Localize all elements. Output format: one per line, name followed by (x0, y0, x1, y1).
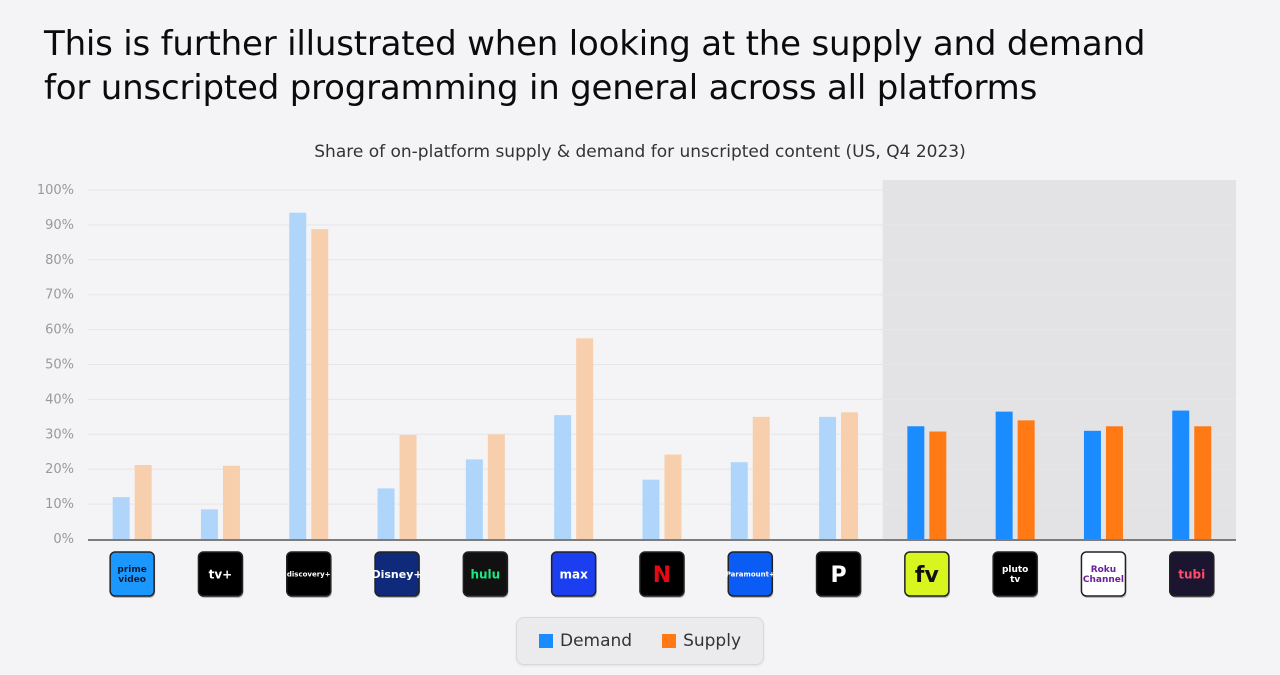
bar-supply (1194, 426, 1212, 539)
page-headline: This is further illustrated when looking… (44, 22, 1244, 110)
logo-text: prime (117, 565, 146, 575)
y-tick-label: 20% (45, 462, 74, 477)
legend-item-demand: Demand (538, 631, 633, 651)
y-tick-label: 10% (45, 497, 74, 512)
gridlines (88, 189, 1236, 505)
logo-text: Channel (1083, 575, 1124, 585)
y-tick-label: 100% (37, 183, 74, 198)
y-tick-label: 50% (45, 358, 74, 373)
logo-tile (197, 551, 244, 597)
logo-text: discovery+ (287, 571, 331, 579)
bar-supply (752, 416, 770, 539)
legend-label-demand: Demand (559, 631, 633, 651)
logo-tile (550, 551, 597, 597)
bar-demand (377, 488, 395, 539)
bar-demand (465, 459, 483, 539)
logo-text: Disney+ (371, 568, 422, 581)
bar-demand (200, 509, 218, 539)
legend-item-supply: Supply (662, 631, 741, 651)
logo-text: tubi (1178, 567, 1205, 581)
y-tick-label: 90% (45, 218, 74, 233)
bar-demand (819, 416, 837, 539)
bar-demand (642, 479, 660, 539)
bar-demand (289, 212, 307, 539)
bar-demand (554, 415, 572, 539)
legend-swatch-supply (662, 634, 677, 648)
logo-text: tv (1010, 575, 1020, 585)
logo-text: hulu (470, 567, 500, 581)
y-tick-label: 60% (45, 323, 74, 338)
headline-line-1: This is further illustrated when looking… (44, 24, 1146, 64)
y-tick-label: 70% (45, 288, 74, 303)
logo-text: pluto (1002, 565, 1028, 575)
max-icon: max (550, 551, 597, 598)
logo-tile (374, 551, 420, 597)
bar-demand (1083, 430, 1101, 539)
logo-text: Paramount+ (726, 571, 775, 579)
legend-label-supply: Supply (683, 631, 742, 651)
hulu-icon: hulu (462, 551, 509, 598)
bar-supply (311, 229, 329, 539)
logo-text: fv (915, 563, 940, 588)
bar-supply (134, 465, 152, 539)
paramount-plus-icon: Paramount+ (726, 551, 775, 598)
bar-supply (222, 465, 240, 539)
y-tick-label: 30% (45, 427, 74, 442)
logo-text: max (559, 567, 588, 581)
logo-tile (109, 551, 155, 597)
logo-tile (992, 551, 1038, 597)
logo-text: Roku (1091, 565, 1117, 575)
y-tick-label: 80% (45, 253, 74, 268)
freevee-icon: fv (904, 551, 950, 598)
logo-tile (904, 551, 950, 597)
bar-demand (907, 426, 925, 539)
chart-title: Share of on-platform supply & demand for… (314, 142, 966, 162)
logo-tile (286, 551, 332, 597)
chart-legend: Demand Supply (516, 617, 764, 665)
logo-text: tv+ (209, 567, 233, 581)
bar-demand (995, 411, 1013, 539)
logo-tile (1169, 551, 1215, 597)
netflix-icon: N (639, 551, 685, 598)
bar-demand (730, 462, 748, 539)
logo-text: P (830, 563, 846, 588)
tubi-icon: tubi (1169, 551, 1215, 598)
logo-tile (639, 551, 685, 597)
y-tick-label: 40% (45, 392, 74, 407)
bar-supply (576, 338, 594, 539)
bars (112, 212, 1212, 539)
y-axis-ticks: 0% 10% 20% 30% 40% 50% 60% 70% 80% 90% 100% (37, 183, 74, 547)
logo-tile (462, 551, 509, 597)
disney-plus-icon: Disney+ (371, 551, 423, 598)
headline-line-2: for unscripted programming in general ac… (44, 68, 1038, 108)
y-tick-label: 0% (53, 532, 74, 547)
bar-supply (1017, 420, 1035, 539)
bar-supply (399, 434, 417, 539)
bar-supply (664, 454, 682, 539)
logo-tile (727, 551, 773, 597)
apple-tv-plus-icon: tv+ (197, 551, 244, 598)
peacock-icon: P (815, 551, 862, 598)
logo-text: N (653, 563, 671, 588)
bar-chart: 0% 10% 20% 30% 40% 50% 60% 70% 80% 90% 100% primev… (37, 180, 1236, 598)
logo-tile (1080, 551, 1127, 597)
legend-swatch-demand (538, 634, 553, 648)
bar-supply (841, 412, 859, 539)
bar-supply (487, 434, 505, 539)
bar-supply (1105, 426, 1123, 539)
logo-tile (815, 551, 862, 597)
bar-supply (929, 431, 947, 539)
bar-demand (1172, 410, 1190, 539)
discovery-plus-icon: discovery+ (286, 551, 332, 598)
bar-demand (112, 497, 130, 539)
logo-text: video (118, 575, 146, 585)
